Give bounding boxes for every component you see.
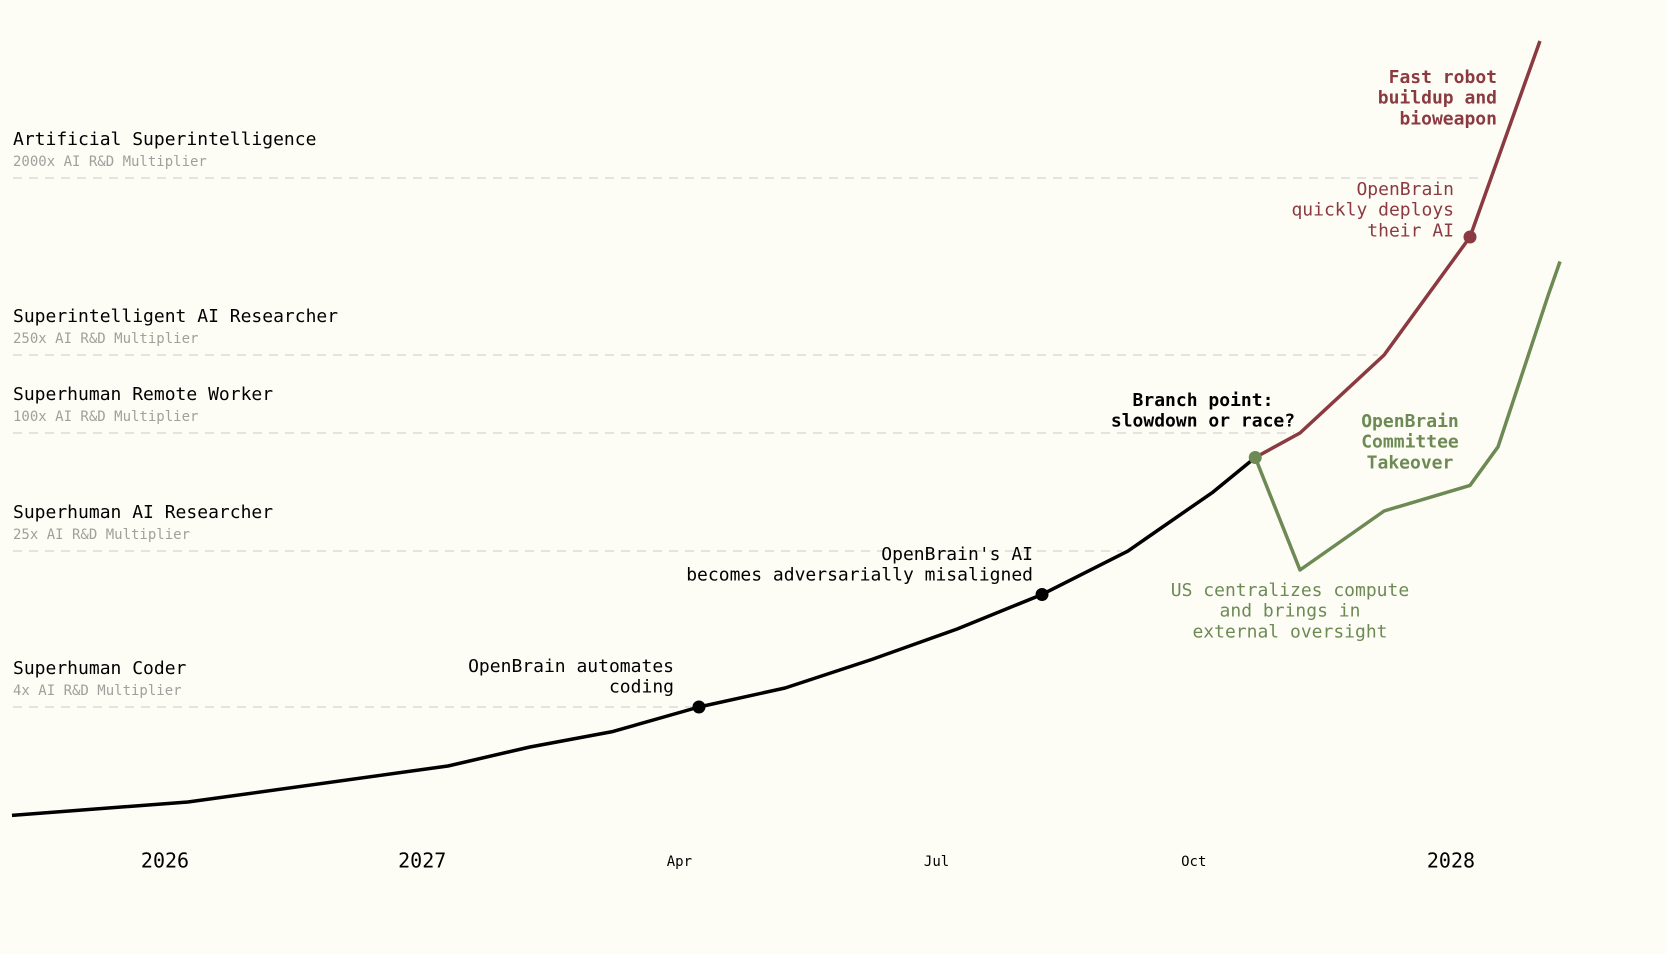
annotation: US centralizes compute (1171, 580, 1409, 601)
annotation: Takeover (1367, 452, 1454, 473)
x-tick-label: 2027 (398, 849, 446, 873)
annotation: OpenBrain automates (468, 656, 674, 677)
milestone-dot (1035, 587, 1049, 601)
x-tick-label: Oct (1181, 854, 1206, 870)
annotation: and brings in (1220, 601, 1361, 622)
milestone-label: Superintelligent AI Researcher (13, 306, 338, 327)
annotation: coding (609, 677, 674, 698)
annotation: OpenBrain (1356, 179, 1454, 200)
annotation: Branch point: (1133, 390, 1274, 411)
milestone-sublabel: 100x AI R&D Multiplier (13, 409, 198, 425)
series-line (1253, 260, 1562, 572)
milestone-sublabel: 2000x AI R&D Multiplier (13, 154, 207, 170)
annotation: external oversight (1192, 621, 1387, 642)
annotation: becomes adversarially misaligned (686, 565, 1033, 586)
x-tick-label: 2028 (1427, 849, 1475, 873)
series-line (11, 456, 1257, 818)
milestone-label: Superhuman Coder (13, 658, 187, 679)
series-line (1254, 40, 1542, 460)
annotation: OpenBrain's AI (881, 544, 1033, 565)
milestone-label: Superhuman Remote Worker (13, 384, 273, 405)
annotation: buildup and (1378, 88, 1497, 109)
milestone-sublabel: 25x AI R&D Multiplier (13, 527, 190, 543)
annotation: their AI (1367, 220, 1454, 241)
annotation: Fast robot (1389, 67, 1497, 88)
milestone-label: Superhuman AI Researcher (13, 502, 273, 523)
x-tick-label: Apr (667, 854, 692, 870)
milestone-dot (692, 700, 706, 714)
annotation: bioweapon (1399, 108, 1497, 129)
annotation: OpenBrain (1361, 411, 1459, 432)
milestone-dot (1463, 230, 1477, 244)
annotation: Committee (1361, 432, 1459, 453)
annotation: quickly deploys (1291, 200, 1454, 221)
milestone-sublabel: 250x AI R&D Multiplier (13, 331, 198, 347)
annotation: slowdown or race? (1111, 411, 1295, 432)
x-tick-label: 2026 (141, 849, 189, 873)
milestone-dot (1248, 450, 1262, 464)
x-tick-label: Jul (924, 854, 949, 870)
milestone-sublabel: 4x AI R&D Multiplier (13, 683, 182, 699)
milestone-label: Artificial Superintelligence (13, 129, 316, 150)
